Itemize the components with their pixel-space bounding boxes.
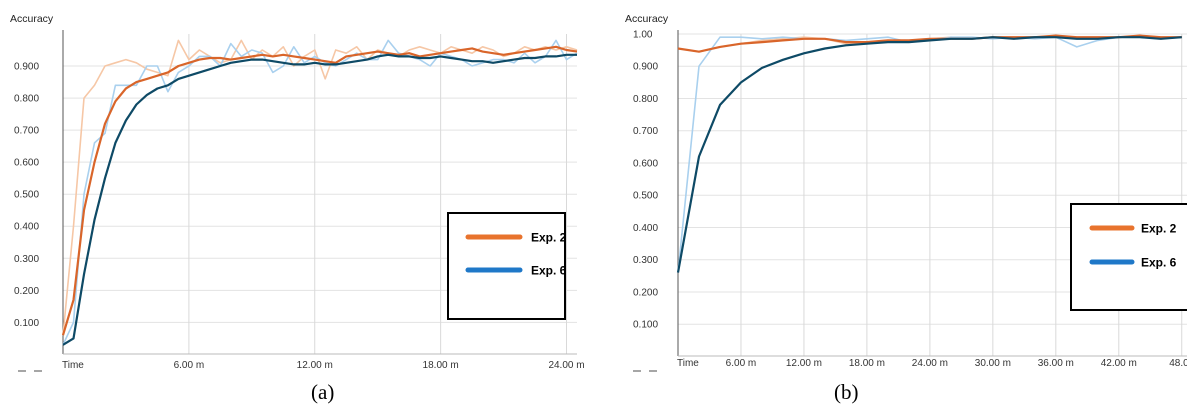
y-tick-label: 0.300 xyxy=(14,254,39,265)
series-line-exp2 xyxy=(677,34,1182,53)
y-tick-label: 0.400 xyxy=(633,223,658,234)
y-tick-label: 0.900 xyxy=(14,62,39,73)
y-tick-label: 0.800 xyxy=(633,94,658,105)
x-tick-label: Time xyxy=(62,360,84,371)
y-tick-label: 0.500 xyxy=(633,191,658,202)
x-tick-label: 18.00 m xyxy=(423,360,459,371)
legend-label: Exp. 2 xyxy=(531,231,567,245)
y-tick-label: 0.100 xyxy=(633,320,658,331)
x-tick-label: 36.00 m xyxy=(1038,358,1074,369)
y-tick-label: 0.700 xyxy=(14,126,39,137)
y-axis-title: Accuracy xyxy=(10,13,54,25)
chart-panel-a: 0.100 0.200 0.300 0.400 0.500 0.600 0.700 0.800… xyxy=(0,0,590,408)
y-tick-label: 0.100 xyxy=(14,318,39,329)
x-tick-label: 42.00 m xyxy=(1101,358,1137,369)
x-tick-label: 30.00 m xyxy=(975,358,1011,369)
y-tick-label: 0.800 xyxy=(14,94,39,105)
x-tick-label: 48.00 xyxy=(1169,358,1187,369)
legend-box xyxy=(1070,203,1187,311)
x-tick-label: Time xyxy=(677,358,699,369)
series-line-exp6 xyxy=(676,36,1182,273)
y-tick-label: 0.400 xyxy=(14,222,39,233)
chart-b-caption: (b) xyxy=(834,380,859,404)
x-tick-label: 12.00 m xyxy=(297,360,333,371)
y-tick-label: 0.200 xyxy=(14,286,39,297)
series-line-exp6 xyxy=(62,53,577,346)
chart-a-svg: 0.100 0.200 0.300 0.400 0.500 0.600 0.700 0.800… xyxy=(10,13,585,372)
x-tick-label: 6.00 m xyxy=(174,360,205,371)
y-tick-label: 0.600 xyxy=(633,158,658,169)
x-tick-label: 18.00 m xyxy=(849,358,885,369)
legend-box xyxy=(447,212,566,320)
y-tick-label: 1.00 xyxy=(633,30,653,41)
y-axis-title: Accuracy xyxy=(625,13,669,25)
chart-b-svg: 0.100 0.200 0.300 0.400 0.500 0.600 0.700 0.800… xyxy=(625,13,1187,372)
y-tick-label: 0.200 xyxy=(633,287,658,298)
y-tick-label: 0.900 xyxy=(633,62,658,73)
x-tick-label: 24.00 m xyxy=(912,358,948,369)
x-tick-label: 24.00 m xyxy=(548,360,584,371)
y-tick-label: 0.300 xyxy=(633,255,658,266)
legend-label: Exp. 2 xyxy=(1141,222,1177,236)
x-tick-label: 12.00 m xyxy=(786,358,822,369)
y-tick-label: 0.600 xyxy=(14,158,39,169)
chart-a-caption: (a) xyxy=(311,380,335,404)
series-line-exp2 xyxy=(61,45,578,336)
x-tick-label: 6.00 m xyxy=(726,358,757,369)
y-tick-label: 0.500 xyxy=(14,190,39,201)
legend-label: Exp. 6 xyxy=(531,264,567,278)
legend-label: Exp. 6 xyxy=(1141,256,1177,270)
chart-panel-b: 0.100 0.200 0.300 0.400 0.500 0.600 0.700 0.800… xyxy=(615,0,1187,408)
y-tick-label: 0.700 xyxy=(633,126,658,137)
